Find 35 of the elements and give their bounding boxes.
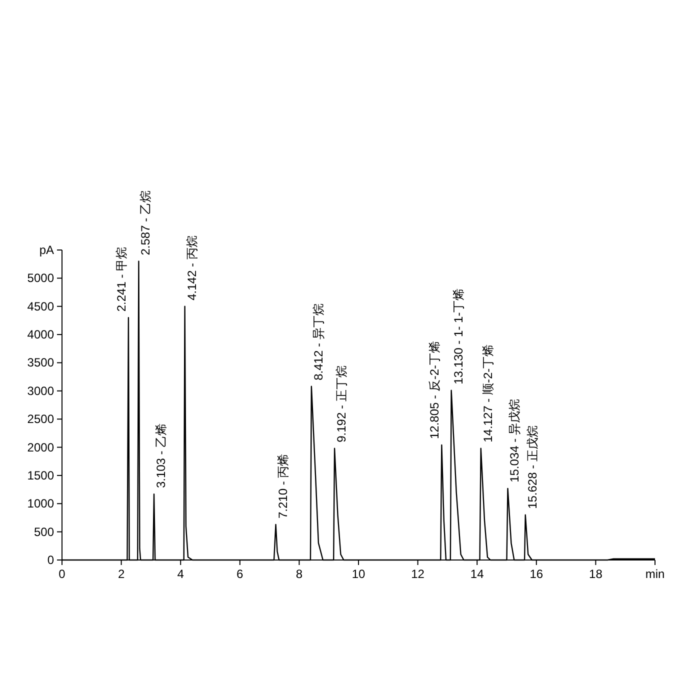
annotation: 14.127 - 顺-2-丁烯 — [480, 344, 495, 442]
x-tick-label: 18 — [589, 567, 603, 581]
x-tick-label: 14 — [470, 567, 484, 581]
x-tick-label: 10 — [352, 567, 366, 581]
y-tick-label: 4000 — [27, 328, 54, 342]
y-tick-label: 4500 — [27, 299, 54, 314]
x-tick-label: 6 — [236, 567, 244, 581]
annotation: 12.805 - 反-2-丁烯 — [428, 340, 442, 440]
x-tick-label: 2 — [118, 567, 125, 581]
y-tick-label: 5000 — [27, 271, 54, 286]
annotation: 4.142 - 丙烷 — [184, 236, 199, 300]
x-tick-label: 4 — [177, 567, 184, 581]
x-axis-title: min — [645, 567, 665, 581]
annotation: 7.210 - 丙烯 — [276, 454, 290, 518]
x-tick-label: 16 — [530, 567, 544, 581]
y-tick-label: 2500 — [27, 412, 54, 426]
annotation: 13.130 - 1- 1-丁烯 — [451, 288, 466, 384]
annotation: 3.103 - 乙烯 — [154, 423, 168, 488]
annotation: 8.412 - 异丁烷 — [311, 304, 326, 380]
x-tick-label: 0 — [58, 567, 66, 581]
x-tick-label: 8 — [296, 567, 303, 581]
y-axis-title: pA — [39, 243, 54, 257]
y-tick-label: 3500 — [27, 356, 54, 370]
y-tick-label: 500 — [34, 524, 54, 539]
annotation: 15.628 - 正戊烷 — [525, 426, 540, 509]
annotation: 2.587 - 乙烷 — [138, 190, 153, 256]
y-tick-label: 0 — [47, 553, 54, 567]
y-tick-label: 1500 — [27, 468, 54, 482]
y-tick-label: 1000 — [27, 496, 54, 511]
annotation: 9.192 - 正丁烷 — [334, 366, 349, 442]
annotation: 2.241 - 甲烷 — [114, 246, 128, 312]
x-tick-label: 12 — [411, 567, 425, 581]
y-tick-label: 3000 — [27, 384, 54, 398]
y-tick-label: 2000 — [27, 440, 54, 454]
annotation: 15.034 - 异戊烷 — [508, 399, 522, 482]
